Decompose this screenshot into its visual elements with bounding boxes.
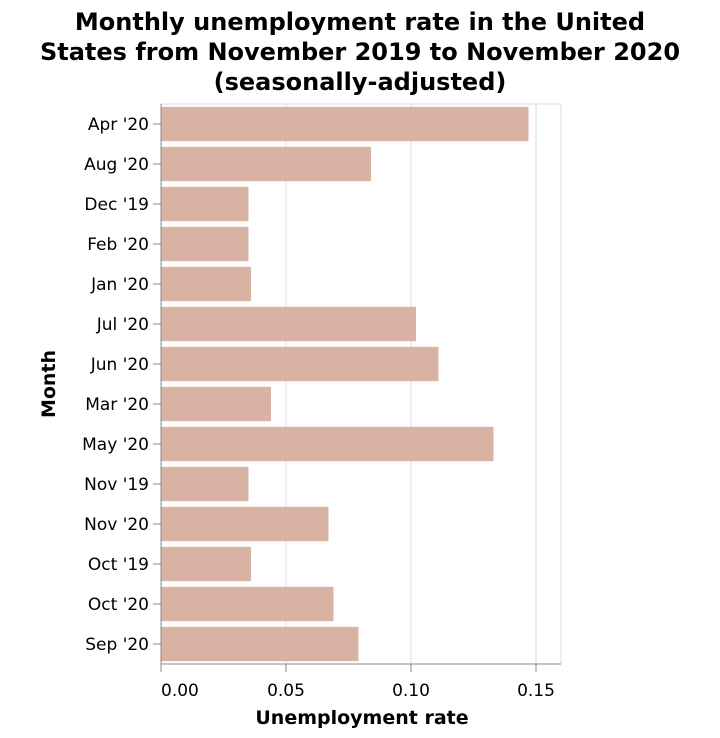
chart-title-line-1: Monthly unemployment rate in the United [75,8,645,36]
x-tick-label: 0.10 [392,681,430,701]
chart-title-line-2: States from November 2019 to November 20… [40,38,680,66]
y-tick-label: May '20 [82,435,149,455]
y-tick-label: Oct '20 [88,595,149,615]
bars [161,106,529,662]
y-tick-label: Dec '19 [84,195,149,215]
x-tick-label: 0.00 [161,681,199,701]
y-tick-label: Jan '20 [90,275,149,295]
y-tick-label: Nov '20 [84,515,149,535]
bar [161,466,249,502]
y-tick-labels: Apr '20 Aug '20 Dec '19 Feb '20 Jan '20 Jul '… [82,115,149,655]
x-axis-title: Unemployment rate [255,707,468,729]
bar [161,146,371,182]
y-tick-label: Jul '20 [96,315,149,335]
y-tick-label: Feb '20 [87,235,149,255]
y-tick-label: Oct '19 [88,555,149,575]
y-tick-label: Aug '20 [84,155,149,175]
bar [161,386,271,422]
y-tick-label: Sep '20 [85,635,149,655]
x-tick-labels: 0.00 0.05 0.10 0.15 [161,681,555,701]
y-tick-label: Apr '20 [88,115,149,135]
bar [161,426,494,462]
bar [161,306,416,342]
grid-lines [161,103,562,664]
axes [153,104,561,672]
bar [161,346,439,382]
x-tick-label: 0.15 [517,681,555,701]
bar [161,266,251,302]
bar [161,506,329,542]
y-tick-label: Mar '20 [85,395,149,415]
bar [161,546,251,582]
chart-title-line-3: (seasonally-adjusted) [214,68,507,96]
bar [161,586,334,622]
chart-title: Monthly unemployment rate in the United … [40,8,680,96]
y-tick-label: Nov '19 [84,475,149,495]
y-tick-label: Jun '20 [90,355,149,375]
bar [161,626,359,662]
bar [161,186,249,222]
bar [161,226,249,262]
x-tick-label: 0.05 [267,681,305,701]
y-axis-title: Month [38,350,60,418]
bar [161,106,529,142]
